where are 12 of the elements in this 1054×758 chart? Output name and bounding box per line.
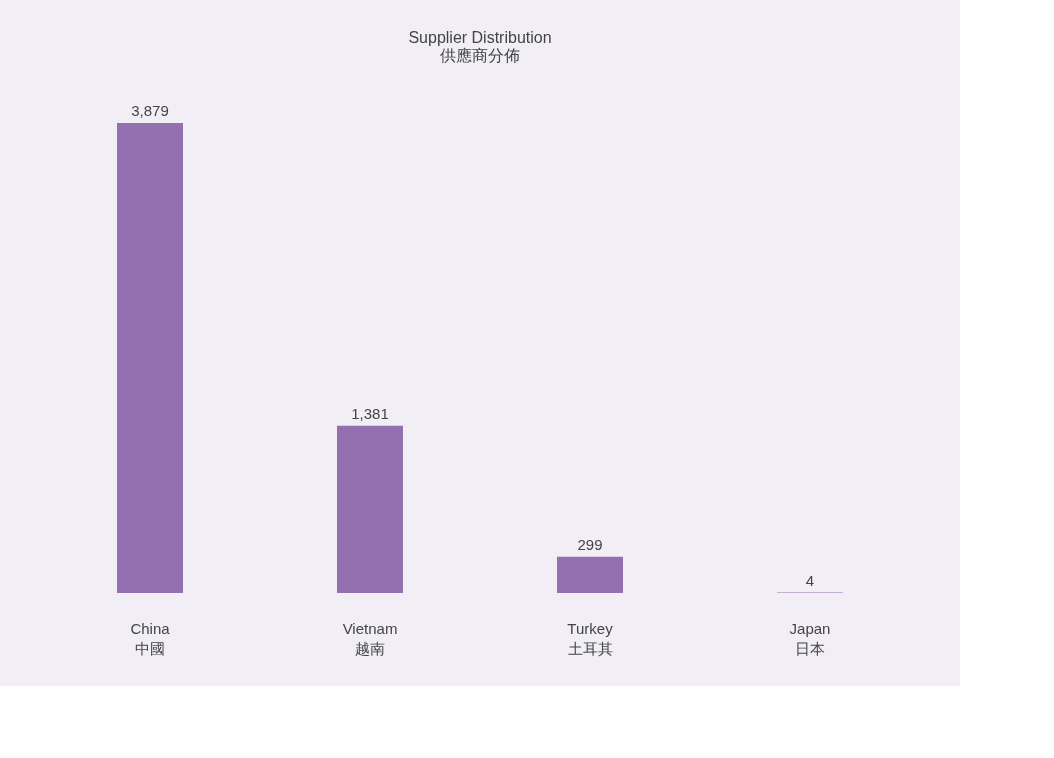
bar <box>557 556 623 593</box>
x-tick-label: Vietnam 越南 <box>342 619 398 657</box>
data-label: 3,879 <box>131 102 169 119</box>
x-tick-label: Turkey 土耳其 <box>567 619 614 657</box>
data-label: 4 <box>805 571 815 589</box>
bar <box>337 425 403 593</box>
x-tick-label: Japan 日本 <box>789 619 831 657</box>
data-label: 1,381 <box>351 404 389 422</box>
data-label: 299 <box>577 535 603 553</box>
bar <box>117 123 183 593</box>
chart-title: Supplier Distribution 供應商分佈 <box>408 29 552 64</box>
x-tick-label: China 中國 <box>130 619 171 657</box>
